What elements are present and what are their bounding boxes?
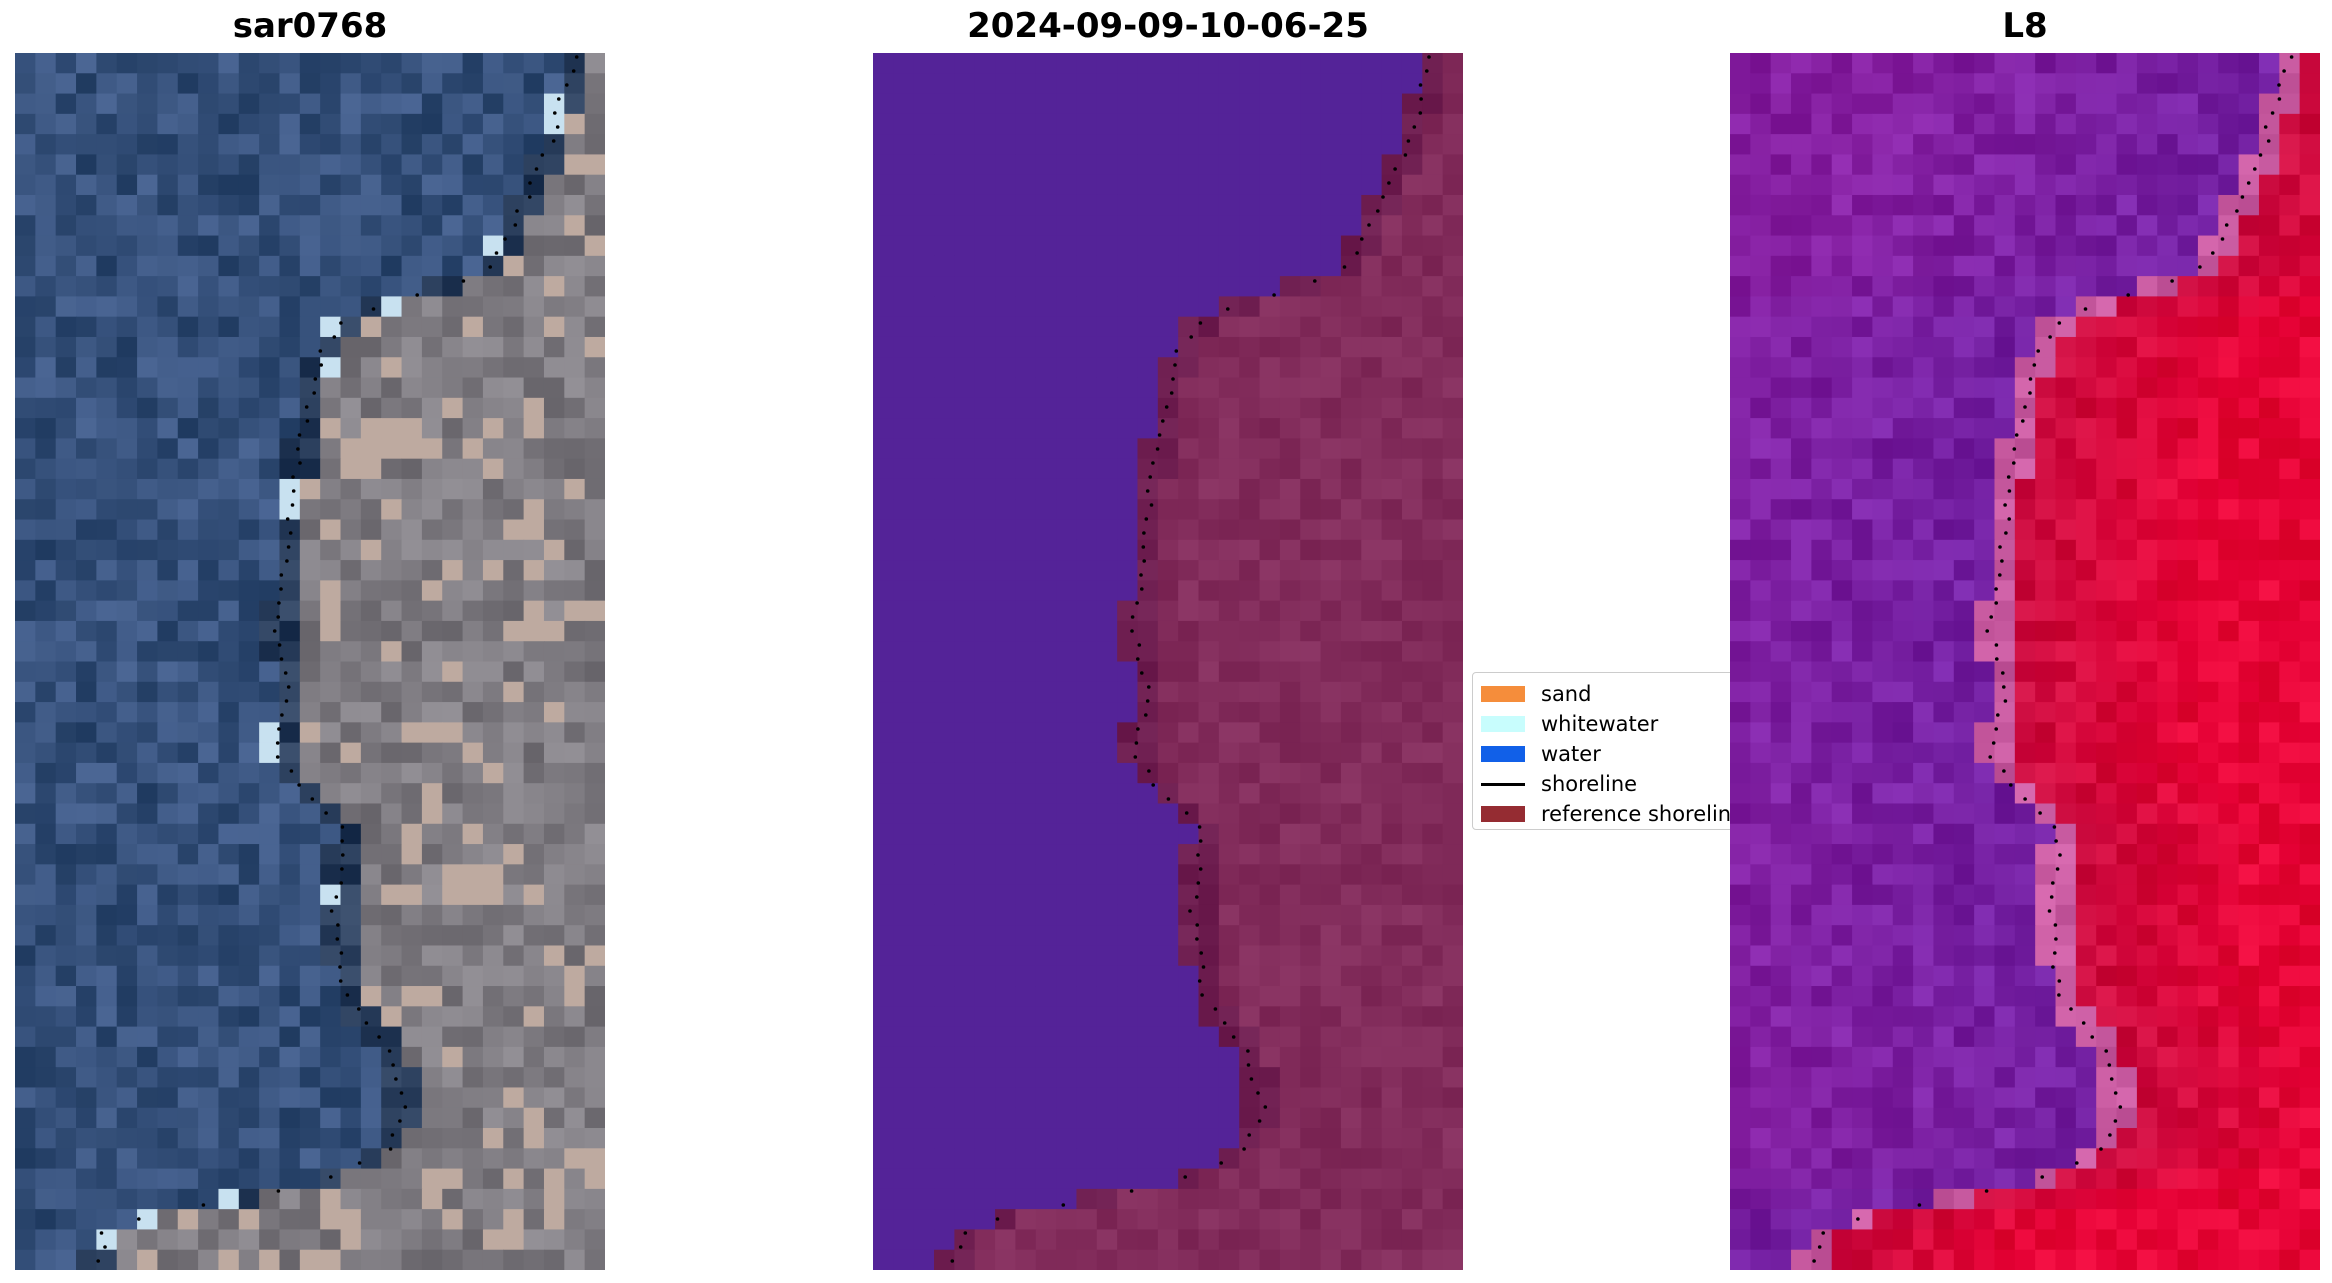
legend-swatch-shoreline xyxy=(1481,782,1525,786)
false-color-image xyxy=(1730,53,2320,1270)
legend-label-whitewater: whitewater xyxy=(1541,712,1659,736)
panel-title-sar: sar0768 xyxy=(232,6,388,46)
false-color-image-panel xyxy=(1730,53,2320,1270)
legend-swatch-reference-shoreline xyxy=(1481,806,1525,822)
rgb-image xyxy=(15,53,605,1270)
legend-item-reference-shoreline: reference shoreline xyxy=(1481,799,1745,829)
legend-swatch-whitewater xyxy=(1481,716,1525,732)
legend-label-reference-shoreline: reference shoreline xyxy=(1541,802,1745,826)
legend-label-sand: sand xyxy=(1541,682,1592,706)
classified-image xyxy=(873,53,1463,1270)
legend: sand whitewater water shoreline referenc… xyxy=(1472,672,1745,830)
legend-item-sand: sand xyxy=(1481,679,1741,709)
panel-title-l8: L8 xyxy=(2002,6,2048,46)
legend-swatch-sand xyxy=(1481,686,1525,702)
legend-swatch-water xyxy=(1481,746,1525,762)
panel-title-date: 2024-09-09-10-06-25 xyxy=(967,6,1369,46)
legend-item-whitewater: whitewater xyxy=(1481,709,1741,739)
legend-item-water: water xyxy=(1481,739,1741,769)
legend-label-water: water xyxy=(1541,742,1601,766)
rgb-image-panel xyxy=(15,53,605,1270)
classified-image-panel xyxy=(873,53,1463,1270)
legend-label-shoreline: shoreline xyxy=(1541,772,1638,796)
legend-item-shoreline: shoreline xyxy=(1481,769,1741,799)
